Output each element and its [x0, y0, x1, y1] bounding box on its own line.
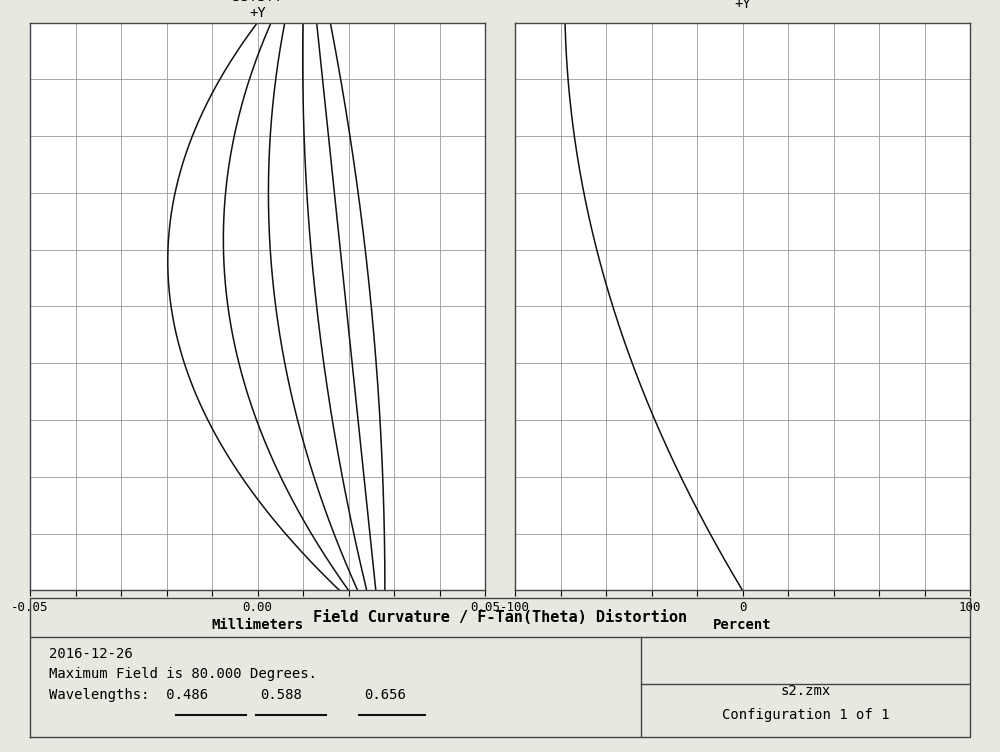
X-axis label: Millimeters: Millimeters: [211, 618, 304, 632]
Text: Wavelengths:  0.486: Wavelengths: 0.486: [49, 687, 208, 702]
Text: Field Curvature / F-Tan(Theta) Distortion: Field Curvature / F-Tan(Theta) Distortio…: [313, 610, 687, 625]
Text: 0.656: 0.656: [364, 687, 406, 702]
Text: +Y: +Y: [734, 0, 751, 11]
X-axis label: Percent: Percent: [713, 618, 772, 632]
Text: SSTSTT: SSTSTT: [232, 0, 283, 4]
Text: 2016-12-26: 2016-12-26: [49, 647, 133, 661]
Text: Configuration 1 of 1: Configuration 1 of 1: [722, 708, 889, 722]
Text: +Y: +Y: [249, 6, 266, 20]
Text: Maximum Field is 80.000 Degrees.: Maximum Field is 80.000 Degrees.: [49, 668, 317, 681]
Text: 0.588: 0.588: [260, 687, 302, 702]
Text: s2.zmx: s2.zmx: [780, 684, 831, 698]
